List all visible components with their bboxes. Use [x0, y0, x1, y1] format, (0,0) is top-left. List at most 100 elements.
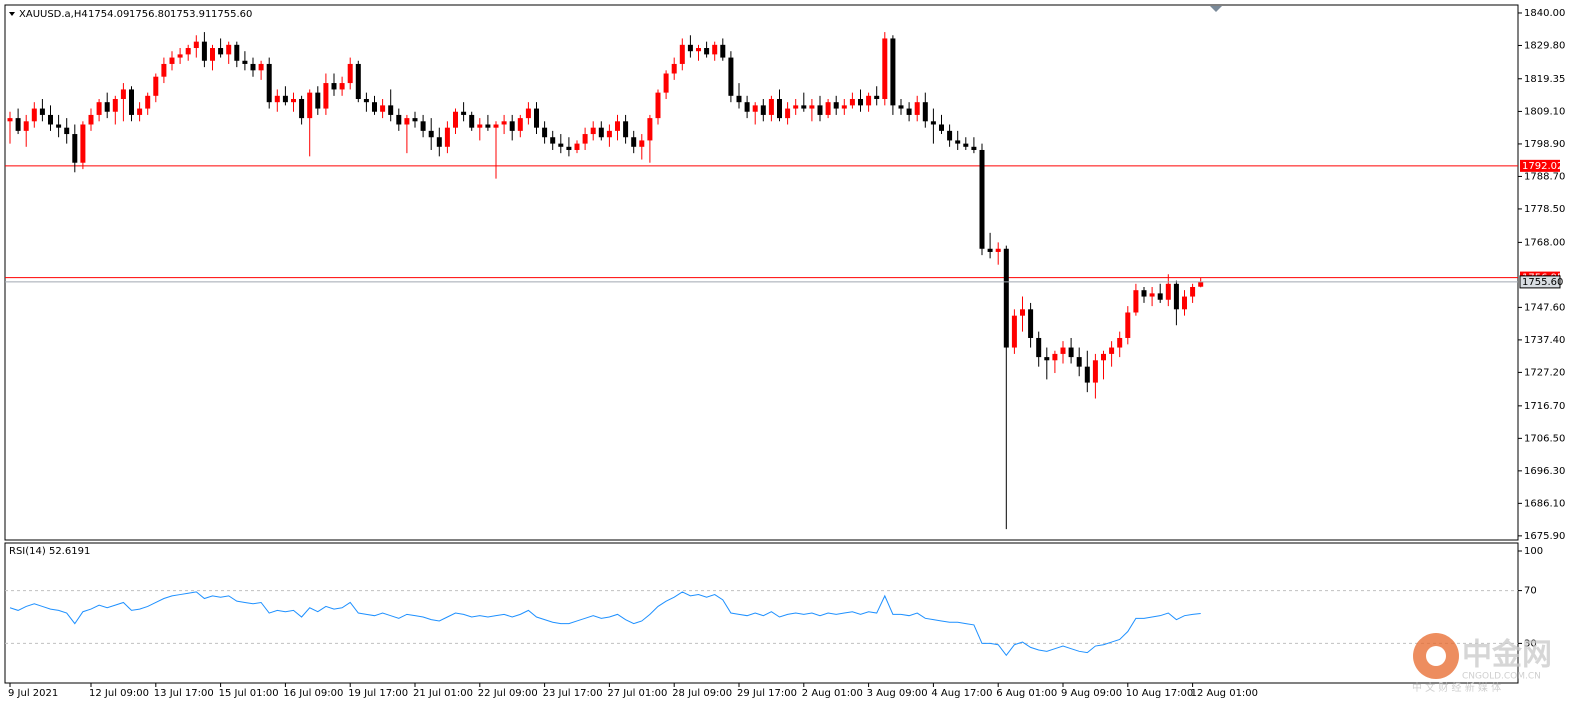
x-tick-label: 23 Jul 17:00 — [543, 688, 603, 699]
menu-arrow[interactable] — [9, 12, 15, 16]
candle-body — [477, 124, 483, 128]
y-tick-label: 1686.10 — [1524, 498, 1565, 509]
candle-body — [1157, 293, 1163, 300]
candle-body — [793, 105, 799, 109]
watermark-slogan: 中 文 财 经 新 媒 体 — [1412, 681, 1501, 694]
y-tick-label: 1798.90 — [1524, 139, 1565, 150]
candle-body — [987, 248, 993, 252]
candle-body — [404, 118, 410, 125]
candle-body — [687, 44, 693, 52]
y-tick-label: 1788.70 — [1524, 171, 1565, 182]
candle-body — [250, 63, 256, 71]
candle-body — [1149, 293, 1155, 297]
candle-body — [785, 108, 791, 119]
candle-body — [995, 248, 1001, 252]
candle-body — [1198, 281, 1204, 287]
x-tick-label: 10 Aug 17:00 — [1126, 688, 1193, 699]
candle-body — [866, 95, 872, 106]
y-tick-label: 1768.00 — [1524, 237, 1565, 248]
candle-body — [655, 92, 661, 119]
rsi-tick-label: 100 — [1524, 546, 1543, 557]
candle-body — [542, 127, 548, 138]
candle-body — [582, 134, 588, 144]
candle-body — [185, 48, 191, 55]
candle-body — [1092, 360, 1098, 383]
candle-body — [323, 83, 329, 109]
candle-body — [525, 108, 531, 119]
logo-inner — [1426, 646, 1446, 666]
candle-body — [420, 121, 426, 131]
candle-body — [153, 76, 159, 96]
candle-body — [1117, 337, 1123, 348]
x-tick-label: 21 Jul 01:00 — [413, 688, 473, 699]
y-tick-label: 1727.20 — [1524, 367, 1565, 378]
candle-body — [598, 127, 604, 138]
candle-body — [161, 63, 167, 77]
candle-body — [1101, 353, 1106, 361]
ohlc-close: 1755.60 — [211, 9, 252, 20]
candle-body — [355, 63, 361, 99]
candle-body — [777, 98, 782, 119]
candle-body — [461, 111, 467, 115]
y-tick-label: 1696.30 — [1524, 466, 1565, 477]
candle-body — [623, 121, 629, 138]
candle-body — [647, 118, 653, 141]
candle-body — [1020, 309, 1025, 316]
candle-body — [436, 137, 442, 147]
candle-body — [947, 130, 953, 141]
candle-body — [469, 114, 475, 128]
y-tick-label: 1706.50 — [1524, 433, 1565, 444]
candle-body — [1182, 296, 1187, 310]
ohlc-open: 1754.09 — [88, 9, 129, 20]
candle-body — [96, 102, 102, 115]
candle-body — [606, 130, 612, 138]
candle-body — [631, 137, 637, 147]
candle-body — [363, 98, 369, 103]
candle-body — [48, 114, 53, 125]
x-tick-label: 19 Jul 17:00 — [348, 688, 408, 699]
candle-body — [23, 121, 29, 131]
candle-body — [712, 44, 718, 55]
candle-body — [744, 102, 750, 112]
candle-body — [137, 108, 143, 115]
y-tick-label: 1819.35 — [1524, 74, 1565, 85]
candle-body — [874, 95, 880, 99]
x-tick-label: 15 Jul 01:00 — [219, 688, 279, 699]
y-tick-label: 1829.80 — [1524, 40, 1565, 51]
candle-body — [704, 48, 710, 55]
candle-body — [291, 98, 296, 103]
candle-body — [347, 63, 353, 84]
candle-body — [234, 44, 240, 61]
candle-body — [768, 98, 774, 115]
candle-body — [1109, 347, 1115, 354]
candle-body — [428, 130, 434, 138]
x-tick-label: 4 Aug 17:00 — [931, 688, 992, 699]
x-tick-label: 12 Jul 09:00 — [89, 688, 149, 699]
candle-body — [201, 41, 207, 61]
symbol-label: XAUUSD.a,H4 — [19, 9, 88, 20]
ohlc-low: 1753.91 — [170, 9, 211, 20]
y-tick-label: 1778.50 — [1524, 204, 1565, 215]
candle-body — [558, 143, 564, 147]
y-tick-label: 1840.00 — [1524, 8, 1565, 19]
candle-body — [485, 124, 491, 128]
candle-body — [104, 102, 110, 112]
candle-body — [210, 48, 215, 61]
candle-body — [574, 143, 580, 150]
y-tick-label: 1737.40 — [1524, 335, 1565, 346]
y-tick-label: 1809.10 — [1524, 106, 1565, 117]
candle-body — [809, 105, 815, 109]
candle-body — [242, 60, 248, 64]
candle-body — [258, 63, 264, 71]
candle-body — [858, 98, 863, 106]
x-tick-label: 28 Jul 09:00 — [672, 688, 732, 699]
rsi-line — [9, 591, 1201, 657]
x-tick-label: 16 Jul 09:00 — [283, 688, 343, 699]
ohlc-high: 1756.80 — [129, 9, 170, 20]
candle-body — [550, 137, 556, 144]
candle-body — [566, 146, 572, 150]
candle-body — [307, 92, 313, 119]
candle-body — [1068, 347, 1074, 358]
candle-body — [15, 118, 21, 131]
candle-body — [801, 105, 807, 109]
